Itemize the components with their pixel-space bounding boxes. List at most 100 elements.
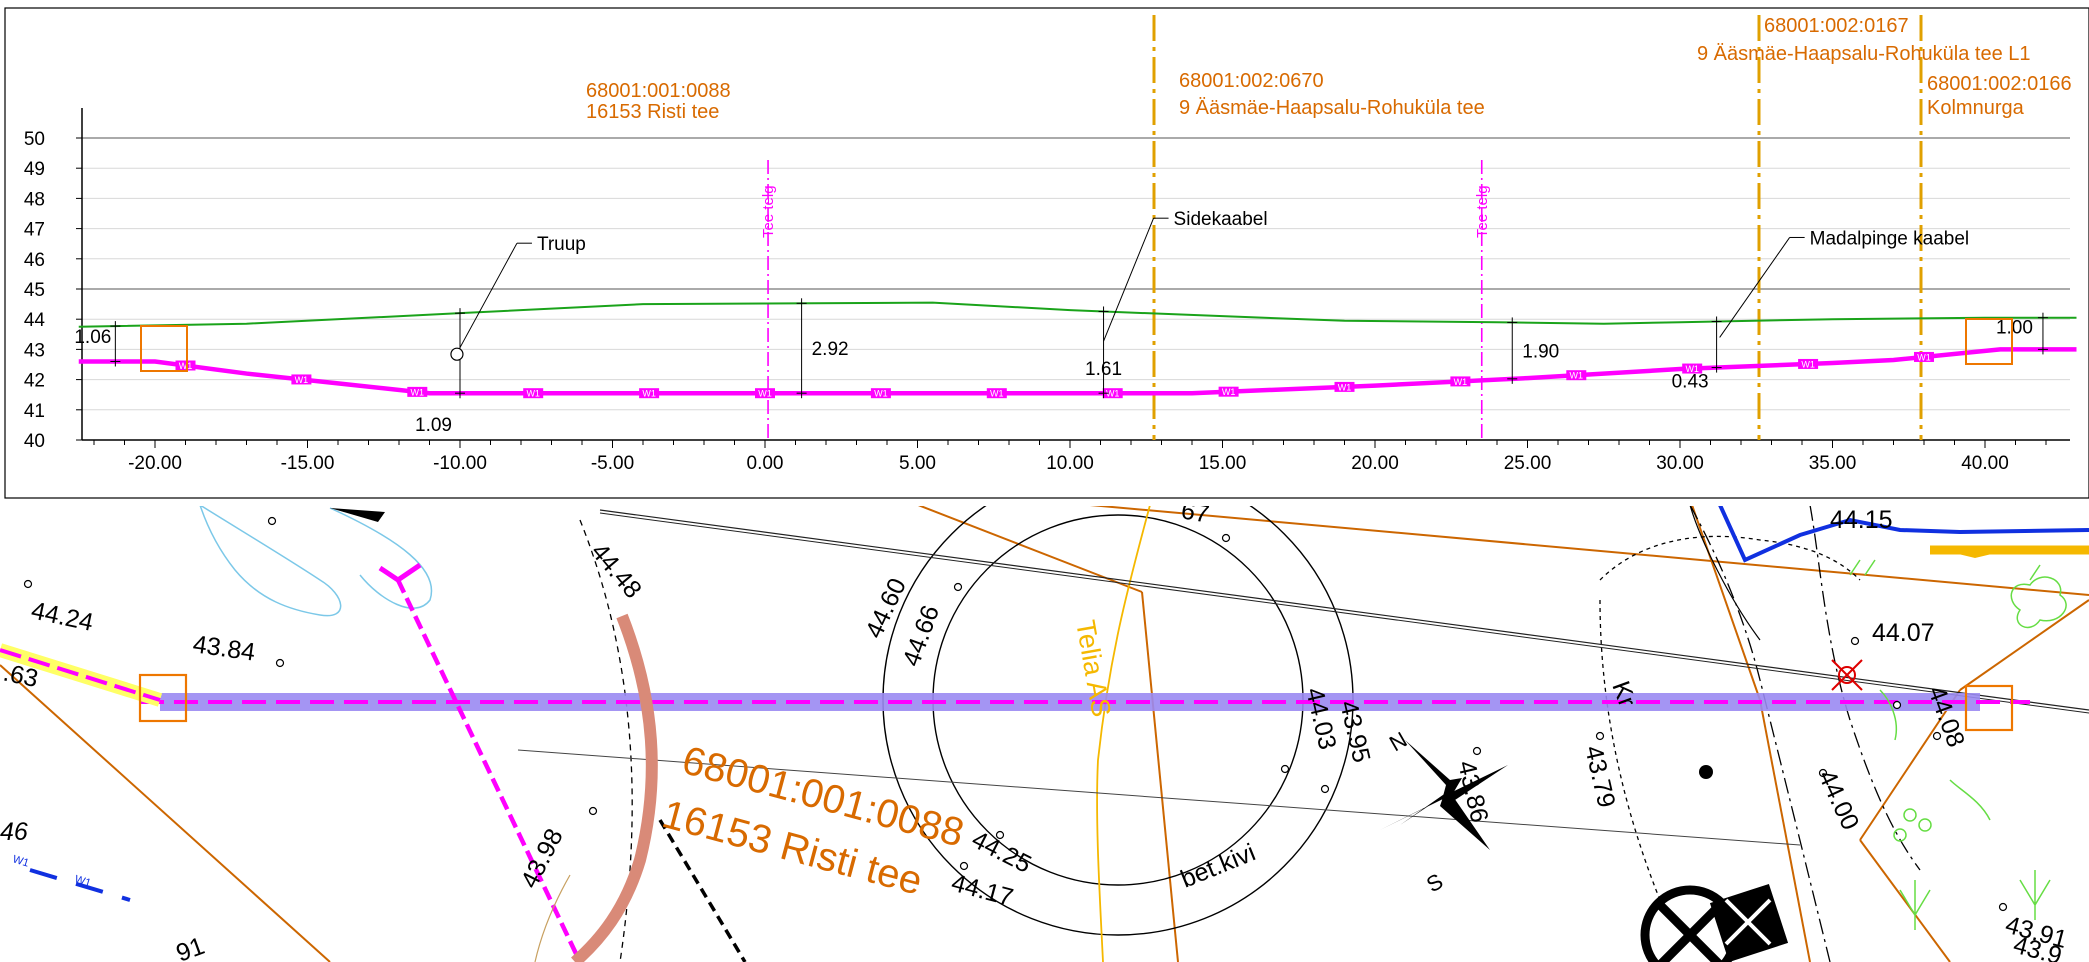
arrow-mark-icon — [330, 508, 385, 522]
survey-points — [23, 516, 2008, 912]
elevation-label: 44.07 — [1872, 619, 1935, 647]
pipe-tag-label: W1 — [874, 389, 888, 399]
y-tick-label: 48 — [24, 189, 45, 210]
x-tick-label: 20.00 — [1351, 453, 1399, 474]
longitudinal-profile: 50 49 48 47 46 45 44 43 42 41 40 -20.00 -15.00 -10.0… — [4, 7, 2089, 499]
profile-axes — [81, 108, 2070, 441]
pipe-tag-box — [175, 360, 196, 371]
vegetation — [1849, 559, 2067, 930]
depth-label: 0.43 — [1672, 372, 1709, 393]
pipe-tag-label: W1 — [990, 389, 1004, 399]
pipe-tag-label: W1 — [642, 389, 656, 399]
thin-line — [517, 749, 1801, 846]
parcel-labels: 68001:001:0088 16153 Risti tee 68001:002… — [586, 15, 2072, 123]
x-tick-label: 10.00 — [1046, 453, 1094, 474]
depth-markers: 1.06 1.09 2.92 1.61 1.90 0.43 1.00 — [74, 298, 2048, 436]
depth-label: 1.09 — [415, 415, 452, 436]
y-tick-label: 47 — [24, 220, 45, 241]
structure-box — [140, 325, 188, 372]
road-curve — [571, 613, 658, 962]
pipe-tag-box — [1798, 358, 1819, 369]
profile-frame — [4, 7, 2089, 499]
pipe-tag-label: W1 — [1222, 387, 1236, 397]
blue-line — [1718, 505, 2089, 563]
x-tick-label: -10.00 — [433, 453, 487, 474]
pipe-tag-box — [1566, 370, 1587, 381]
road-axis-label: Tee telg — [1474, 185, 1491, 238]
pipe-tag-label: W1 — [758, 389, 772, 399]
pipe-end-icon — [378, 562, 422, 584]
pipe-tag-label: W1 — [1801, 359, 1815, 369]
pipe-tag-label: W1 — [1570, 371, 1584, 381]
x-tick-label: 5.00 — [899, 453, 936, 474]
annotation-label: Sidekaabel — [1174, 209, 1268, 230]
pipe-tag-box — [291, 374, 312, 385]
dashed-boundary — [1599, 599, 1661, 901]
elevation-label: 44.15 — [1830, 506, 1893, 534]
road-axis-label: Tee telg — [760, 185, 777, 238]
parcel-code: 68001:002:0167 — [1764, 15, 1909, 37]
boundary-dashdot — [1689, 505, 1831, 962]
pipe-tag-box — [407, 386, 428, 397]
x-tick-label: 40.00 — [1961, 453, 2009, 474]
plan-background — [0, 505, 2089, 962]
parcel-name: 9 Ääsmäe-Haapsalu-Rohuküla tee L1 — [1697, 43, 2031, 65]
x-tick-label: -5.00 — [591, 453, 634, 474]
x-tick-label: -20.00 — [128, 453, 182, 474]
structure-box — [138, 673, 188, 723]
pipe-tag-box — [1102, 388, 1123, 399]
y-tick-label: 41 — [24, 401, 45, 422]
depth-label: 1.00 — [1996, 318, 2033, 339]
pipe-tag-box — [870, 388, 891, 399]
structure-box — [1965, 318, 2013, 365]
elevation-label: 46 — [0, 818, 28, 846]
hydrant-icon — [1831, 659, 1863, 691]
pipe-tag-box — [1218, 386, 1239, 397]
pipe-tag-label: W1 — [1454, 377, 1468, 387]
depth-label: 1.61 — [1085, 359, 1122, 380]
pipe-tag-box — [1682, 363, 1703, 374]
dashed-boundary — [1599, 535, 1861, 581]
elevation-label: 67 — [1179, 496, 1211, 528]
leader-line — [1103, 218, 1155, 342]
pipe-tag-box — [523, 388, 544, 399]
point-icon — [1699, 765, 1713, 779]
pipe-tag-label: W1 — [411, 387, 425, 397]
plan-view: N S 44.24 43.84 .63 44.48 43.98 44.60 44… — [0, 496, 2089, 962]
annotation-label: Truup — [537, 234, 586, 255]
water-contour — [329, 507, 433, 609]
x-tick-labels: -20.00 -15.00 -10.00 -5.00 0.00 5.00 10.00 15.0… — [93, 440, 2047, 474]
x-tick-label: 15.00 — [1199, 453, 1247, 474]
x-tick-label: -15.00 — [281, 453, 335, 474]
parcel-code: 68001:001:0088 — [586, 80, 731, 102]
pipe-tag-label: W1 — [1917, 352, 1931, 362]
pipe-line-plan — [0, 648, 161, 702]
y-tick-label: 49 — [24, 159, 45, 180]
structure-box — [1964, 684, 2014, 732]
pipe-tag-box — [986, 388, 1007, 399]
leader-line — [456, 242, 518, 354]
y-tick-label: 43 — [24, 340, 45, 361]
annotation-label: Madalpinge kaabel — [1810, 228, 1970, 249]
pipe-tag: W1 — [73, 873, 92, 889]
depth-label: 2.92 — [812, 339, 849, 360]
road-axis-lines: Tee telg Tee telg — [760, 160, 1491, 440]
pipe-tag-label: W1 — [1338, 382, 1352, 392]
yellow-marker-icon — [1950, 546, 2000, 558]
pipe-tag-label: W1 — [1685, 364, 1699, 374]
pipe-tag-box — [1914, 351, 1934, 362]
y-tick-labels: 50 49 48 47 46 45 44 43 42 41 40 — [24, 129, 82, 452]
pipe-tag-label: W1 — [295, 375, 309, 385]
y-tick-label: 46 — [24, 250, 45, 271]
pipe-tag-box — [639, 388, 660, 399]
pipe-tag-label: W1 — [1106, 389, 1120, 399]
y-tick-label: 45 — [24, 280, 45, 301]
parcel-code: 68001:002:0670 — [1179, 70, 1324, 92]
parcel-boundaries — [1152, 15, 1923, 440]
y-tick-label: 40 — [24, 431, 45, 452]
y-tick-label: 50 — [24, 129, 45, 150]
pipe-tag-box — [1334, 381, 1355, 392]
culvert-icon — [450, 347, 464, 361]
parcel-code: 68001:002:0166 — [1927, 73, 2072, 95]
